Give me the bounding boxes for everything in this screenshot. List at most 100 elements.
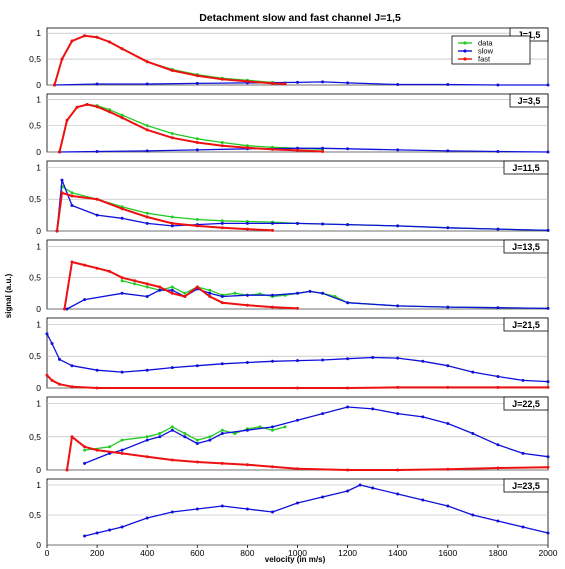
y-tick-label: 0	[36, 147, 41, 157]
x-tick-label: 600	[190, 548, 204, 558]
point-data	[245, 144, 249, 148]
point-slow	[95, 82, 99, 86]
point-slow	[95, 531, 99, 535]
point-data	[233, 291, 237, 295]
point-slow	[521, 451, 525, 455]
point-fast	[296, 148, 299, 152]
y-tick-label: 0,5	[29, 194, 41, 204]
point-fast	[220, 77, 224, 81]
point-slow	[446, 149, 450, 153]
point-slow	[496, 306, 500, 310]
point-slow	[346, 489, 350, 493]
x-tick-label: 1200	[338, 548, 357, 558]
point-slow	[70, 364, 74, 368]
y-tick-label: 0	[36, 304, 41, 314]
point-slow	[245, 428, 249, 432]
point-slow	[245, 221, 249, 225]
legend-marker-fast	[463, 57, 467, 61]
point-slow	[371, 407, 375, 411]
point-fast	[496, 466, 500, 470]
point-fast	[60, 57, 64, 61]
point-slow	[83, 461, 87, 465]
point-fast	[133, 279, 137, 283]
x-tick-label: 1000	[288, 548, 307, 558]
point-fast	[120, 451, 124, 455]
point-fast	[70, 194, 74, 198]
point-slow	[245, 293, 249, 297]
point-slow	[396, 304, 400, 308]
point-slow	[120, 448, 124, 452]
point-slow	[271, 359, 274, 363]
point-slow	[271, 221, 274, 225]
point-fast	[245, 463, 249, 467]
y-tick-label: 0	[36, 540, 41, 550]
point-slow	[371, 486, 375, 490]
point-slow	[496, 150, 500, 153]
point-slow	[45, 332, 49, 336]
point-fast	[85, 103, 89, 106]
legend-label-data: data	[478, 39, 493, 48]
point-fast	[245, 303, 249, 307]
point-slow	[60, 178, 64, 182]
point-slow	[396, 412, 400, 416]
point-fast	[70, 260, 74, 264]
point-data	[220, 141, 224, 144]
point-fast	[65, 118, 69, 122]
point-slow	[145, 516, 149, 520]
point-slow	[195, 81, 199, 85]
point-fast	[546, 385, 550, 389]
point-slow	[521, 378, 525, 382]
point-slow	[496, 519, 500, 523]
point-fast	[296, 386, 299, 390]
panel-label: J=13,5	[512, 242, 540, 252]
point-slow	[421, 359, 425, 363]
point-slow	[471, 370, 475, 374]
point-slow	[546, 380, 550, 384]
point-fast	[496, 385, 500, 389]
point-data	[220, 428, 224, 432]
point-slow	[170, 510, 174, 514]
point-slow	[396, 492, 400, 496]
point-fast	[170, 136, 174, 140]
point-fast	[170, 291, 174, 295]
point-slow	[358, 483, 362, 487]
y-tick-label: 1	[36, 28, 41, 38]
panel-2: 0 0,5 1 J=3,5	[29, 93, 550, 157]
point-slow	[296, 501, 299, 505]
point-fast	[271, 305, 274, 309]
point-slow	[396, 83, 400, 86]
y-tick-label: 0,5	[29, 432, 41, 442]
y-tick-label: 1	[36, 241, 41, 251]
y-tick-label: 1	[36, 94, 41, 104]
y-tick-label: 0,5	[29, 121, 41, 131]
point-slow	[321, 291, 325, 295]
point-slow	[321, 412, 325, 416]
point-data	[133, 282, 137, 286]
point-slow	[170, 224, 174, 228]
point-data	[108, 445, 112, 449]
chart-title: Detachment slow and fast channel J=1,5	[199, 12, 401, 24]
point-data	[170, 132, 174, 135]
panel-label: J=1,5	[518, 30, 541, 40]
point-fast	[396, 385, 400, 389]
point-data	[195, 137, 199, 141]
point-slow	[496, 443, 500, 447]
point-slow	[296, 418, 299, 422]
x-tick-label: 200	[90, 548, 104, 558]
point-data	[183, 291, 187, 295]
point-fast	[158, 285, 162, 289]
point-slow	[245, 361, 249, 364]
point-slow	[158, 435, 162, 439]
point-fast	[120, 47, 124, 51]
x-tick-label: 1400	[388, 548, 407, 558]
point-fast	[220, 461, 224, 465]
point-slow	[421, 415, 425, 419]
point-slow	[271, 293, 274, 297]
point-data	[70, 191, 74, 195]
point-fast	[183, 295, 187, 298]
point-slow	[546, 83, 550, 87]
x-tick-label: 400	[140, 548, 154, 558]
panel-label: J=22,5	[512, 399, 540, 409]
point-fast	[60, 191, 64, 195]
point-data	[83, 448, 87, 452]
